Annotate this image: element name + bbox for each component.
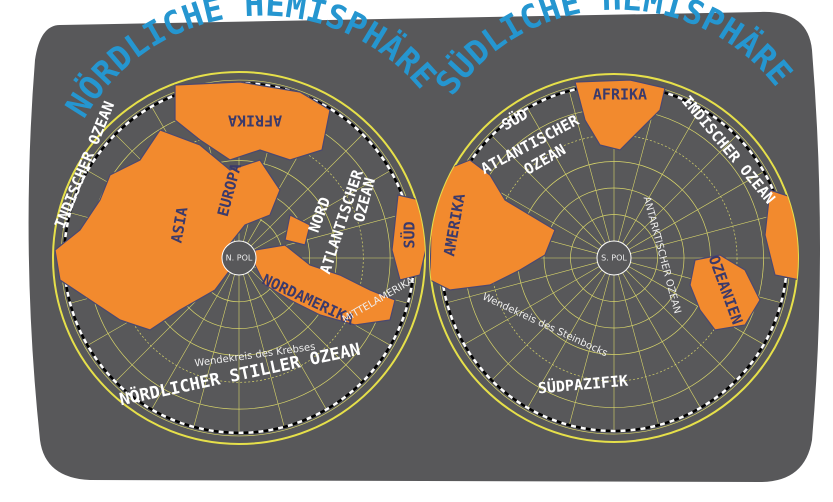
grid-line [625, 135, 737, 247]
pole-label: N. POL [226, 254, 253, 263]
grid-line [618, 274, 660, 426]
land [574, 79, 666, 151]
grid-line [250, 269, 363, 382]
outer-circle [52, 71, 426, 445]
map-label: SÜD [400, 221, 419, 248]
grid-line [491, 135, 603, 247]
grid-line [250, 134, 363, 247]
grid-line [527, 108, 606, 244]
grid-line [193, 274, 235, 427]
grid-line [446, 262, 598, 304]
pole [596, 240, 632, 276]
pole-label: S. POL [601, 254, 627, 263]
grid-line [568, 274, 610, 426]
grid-line [243, 274, 285, 427]
land [254, 244, 396, 326]
grid-line [628, 266, 764, 345]
grid-line [622, 108, 701, 244]
land [284, 214, 311, 246]
map-label: AFRIKA [228, 112, 282, 130]
land [689, 254, 761, 331]
map-label: AFRIKA [593, 86, 647, 104]
map-label: ASIA [168, 206, 192, 245]
land [174, 81, 331, 161]
land [430, 159, 556, 291]
grid-line [151, 272, 231, 410]
grid-line [628, 171, 764, 250]
grid-line [247, 272, 327, 410]
land [54, 129, 281, 331]
grid-line [491, 269, 603, 381]
grid-line [464, 266, 600, 345]
grid-line [253, 170, 391, 250]
grid-line [568, 90, 610, 242]
grid-line [630, 212, 782, 254]
grid-line [625, 269, 737, 381]
pole [221, 240, 257, 276]
north-land [54, 81, 425, 331]
south-land [430, 79, 798, 331]
grid-line [527, 272, 606, 408]
grid-line [622, 272, 701, 408]
